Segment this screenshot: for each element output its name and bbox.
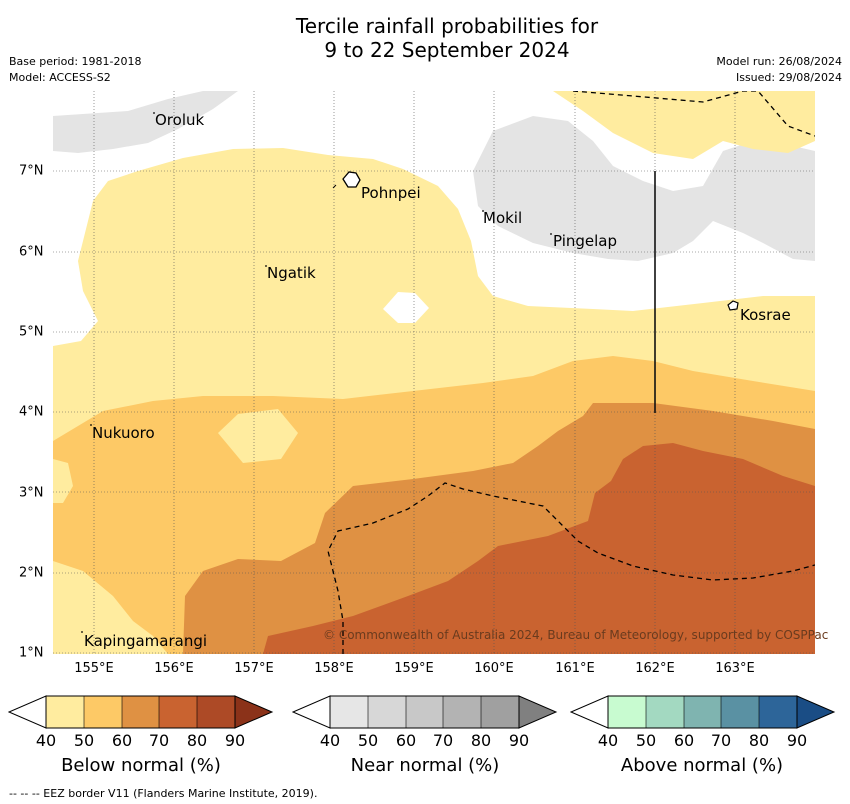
colorbar-above-label: Above normal (%): [620, 755, 784, 776]
chart-title-line1: Tercile rainfall probabilities for: [295, 14, 599, 38]
colorbar-below-tick-40: 40: [35, 731, 57, 750]
colorbar-below-tick-90: 90: [224, 731, 246, 750]
colorbar-below-tick-80: 80: [186, 731, 208, 750]
pingelap-marker: [550, 233, 552, 235]
colorbar-below-normal: [8, 695, 274, 729]
kapingamarangi-marker: [81, 631, 83, 633]
place-label-kapingamarangi: Kapingamarangi: [84, 632, 208, 650]
colorbar-near-tick-40: 40: [319, 731, 341, 750]
x-tick-161: 161°E: [555, 661, 595, 676]
colorbar-above-upper-extension: [796, 695, 836, 729]
colorbar-near-tick-60: 60: [395, 731, 417, 750]
colorbar-above-tick-40: 40: [597, 731, 619, 750]
nukuoro-marker: [90, 424, 92, 426]
eez-border: [327, 91, 815, 654]
copyright-notice: © Commonwealth of Australia 2024, Bureau…: [323, 628, 829, 642]
colorbar-above-lower-extension: [570, 695, 609, 729]
y-tick-5n: 5°N: [19, 324, 44, 340]
place-label-nukuoro: Nukuoro: [92, 424, 155, 442]
below-normal-70-80-area: [263, 443, 815, 654]
near-normal-area-nw: [53, 91, 238, 153]
mokil-marker: [482, 210, 484, 212]
ngatik-marker: [265, 265, 267, 267]
issued-date: Issued: 29/08/2024: [735, 71, 842, 84]
y-tick-4n: 4°N: [19, 404, 44, 420]
colorbar-near-tick-90: 90: [508, 731, 530, 750]
clear-patch-central: [383, 292, 429, 323]
below-normal-60-70-patch: [447, 531, 471, 547]
chart-title-line2: 9 to 22 September 2024: [324, 38, 570, 62]
y-tick-6n: 6°N: [19, 244, 44, 260]
place-label-pingelap: Pingelap: [553, 232, 618, 250]
oroluk-marker: [153, 112, 155, 114]
place-label-oroluk: Oroluk: [155, 111, 205, 129]
colorbar-below-tick-60: 60: [111, 731, 133, 750]
below-normal-40-50-strip-sw: [53, 561, 168, 654]
colorbar-near-tick-80: 80: [470, 731, 492, 750]
y-tick-7n: 7°N: [19, 163, 44, 179]
colorbar-near-normal: [292, 695, 558, 729]
place-label-ngatik: Ngatik: [267, 264, 316, 282]
colorbar-above-tick-50: 50: [635, 731, 657, 750]
colorbar-below-lower-extension: [8, 695, 47, 729]
below-normal-40-50-patch: [218, 409, 298, 463]
place-label-mokil: Mokil: [483, 209, 523, 227]
base-period: Base period: 1981-2018: [9, 55, 142, 68]
y-tick-1n: 1°N: [19, 645, 44, 661]
x-tick-156: 156°E: [154, 661, 194, 676]
x-tick-159: 159°E: [394, 661, 434, 676]
colorbar-above-tick-70: 70: [710, 731, 732, 750]
place-label-pohnpei: Pohnpei: [361, 184, 421, 202]
colorbar-near-upper-extension: [518, 695, 558, 729]
colorbar-near-tick-70: 70: [432, 731, 454, 750]
y-tick-3n: 3°N: [19, 485, 44, 501]
x-tick-158: 158°E: [314, 661, 354, 676]
x-tick-163: 163°E: [715, 661, 755, 676]
colorbar-near-lower-extension: [292, 695, 331, 729]
model-run-date: Model run: 26/08/2024: [716, 55, 842, 68]
below-normal-40-50-area-north: [553, 91, 815, 159]
x-tick-155: 155°E: [74, 661, 114, 676]
colorbar-above-normal: [570, 695, 836, 729]
colorbar-above-tick-80: 80: [748, 731, 770, 750]
kosrae-island: [727, 300, 739, 311]
colorbar-below-upper-extension: [234, 695, 274, 729]
place-label-kosrae: Kosrae: [740, 306, 791, 324]
x-tick-162: 162°E: [635, 661, 675, 676]
x-tick-157: 157°E: [234, 661, 274, 676]
x-tick-160: 160°E: [474, 661, 514, 676]
forecast-map: [53, 91, 815, 654]
colorbar-below-tick-70: 70: [148, 731, 170, 750]
near-normal-area-ne: [473, 116, 815, 261]
eez-border-legend: -- -- -- EEZ border V11 (Flanders Marine…: [9, 787, 318, 800]
colorbar-near-label: Near normal (%): [350, 755, 500, 776]
colorbar-below-tick-50: 50: [73, 731, 95, 750]
pohnpei-island-islet: [332, 184, 337, 189]
colorbar-below-label: Below normal (%): [61, 755, 221, 776]
y-tick-2n: 2°N: [19, 565, 44, 581]
model-name: Model: ACCESS-S2: [9, 71, 111, 84]
colorbar-near-tick-50: 50: [357, 731, 379, 750]
colorbar-above-tick-90: 90: [786, 731, 808, 750]
pohnpei-island: [342, 171, 361, 188]
colorbar-above-tick-60: 60: [673, 731, 695, 750]
